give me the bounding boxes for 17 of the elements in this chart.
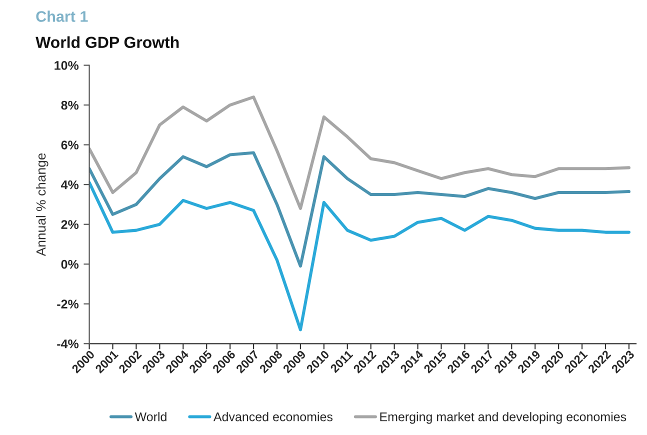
line-series [89, 151, 630, 268]
y-tick-label: 4% [60, 180, 79, 190]
y-tick-label: 10% [54, 61, 79, 70]
chart-title: Chart 1 [36, 10, 88, 22]
y-tick-label: 0% [61, 260, 79, 269]
legend-label: Emerging market and developing economies [380, 412, 626, 424]
y-tick-label: -4% [57, 339, 79, 348]
line-series [89, 96, 630, 210]
y-tick-label: 8% [61, 100, 79, 110]
y-tick-label: -2% [57, 300, 79, 309]
legend-label: World [134, 412, 166, 422]
legend-label: Advanced economies [213, 412, 333, 422]
line-series [89, 181, 630, 332]
y-tick-label: 6% [61, 140, 79, 150]
y-axis-title: Annual % change [36, 153, 48, 256]
y-tick-label: 2% [61, 220, 79, 229]
chart-subtitle: World GDP Growth [36, 36, 179, 48]
